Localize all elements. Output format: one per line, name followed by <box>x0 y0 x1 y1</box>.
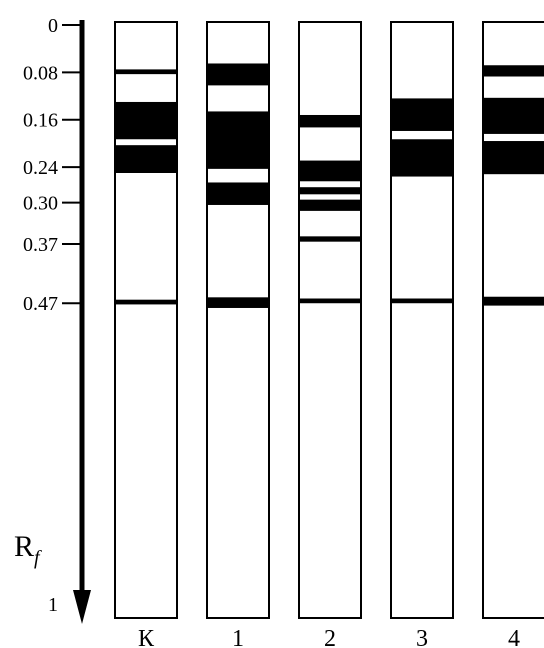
lane-label: 3 <box>416 626 428 648</box>
band <box>207 297 269 308</box>
lanes: К 1 2 3 4 <box>114 21 544 648</box>
rf-tick-label: 0 <box>48 15 58 37</box>
band <box>207 182 269 205</box>
band <box>391 98 453 131</box>
rf-axis: R f 1 <box>14 20 91 624</box>
band <box>483 97 544 134</box>
rf-axis-ticks: 0 0.08 0.16 0.24 0.30 0.37 0.47 <box>23 15 82 315</box>
band <box>115 101 177 140</box>
lane: 4 <box>482 21 544 648</box>
band <box>299 114 361 128</box>
rf-tick-label: 0.47 <box>23 293 58 315</box>
band <box>299 298 361 304</box>
rf-tick-label: 0.37 <box>23 234 58 256</box>
band <box>299 187 361 195</box>
lane-strip <box>298 21 362 619</box>
band <box>483 65 544 77</box>
rf-tick-label: 0.08 <box>23 62 58 84</box>
lane: 1 <box>206 21 270 648</box>
lane-strip <box>206 21 270 619</box>
band <box>483 296 544 306</box>
lane-label: 1 <box>232 626 244 648</box>
lane-label: 4 <box>508 626 520 648</box>
band <box>391 298 453 304</box>
rf-axis-arrowhead <box>73 590 91 624</box>
rf-axis-end-label: 1 <box>48 594 58 616</box>
lane: К <box>114 21 178 648</box>
lane: 3 <box>390 21 454 648</box>
rf-tick-label: 0.30 <box>23 193 58 215</box>
band <box>207 63 269 86</box>
band <box>115 69 177 75</box>
band <box>207 111 269 169</box>
band <box>299 160 361 182</box>
rf-axis-subscript: f <box>34 547 42 569</box>
lane: 2 <box>298 21 362 648</box>
rf-tick-label: 0.24 <box>23 157 58 179</box>
rf-tick-label: 0.16 <box>23 110 58 132</box>
band <box>299 199 361 211</box>
lane-label: 2 <box>324 626 336 648</box>
band <box>299 236 361 242</box>
band <box>115 299 177 305</box>
band <box>115 145 177 173</box>
rf-axis-symbol: R <box>14 530 34 563</box>
lane-label: К <box>138 626 155 648</box>
band <box>483 141 544 175</box>
band <box>391 139 453 177</box>
